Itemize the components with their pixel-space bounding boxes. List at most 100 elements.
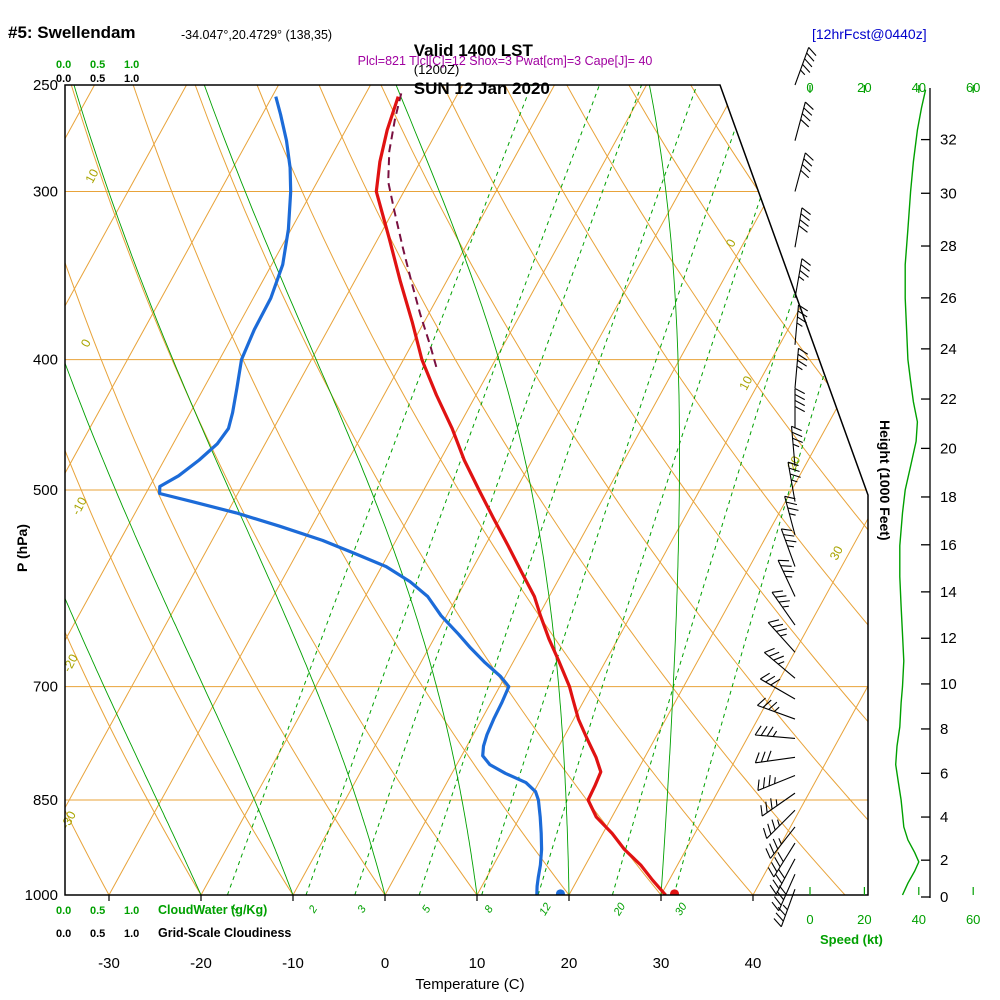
height-tick-label: 0 <box>940 889 948 906</box>
height-tick-label: 24 <box>940 341 957 358</box>
speed-tick-label-top: 20 <box>857 80 871 95</box>
moist-adiabat-line <box>169 85 478 895</box>
dry-adiabat-line <box>586 85 868 895</box>
moist-adiabat-line <box>65 85 294 895</box>
plot-border <box>64 84 869 896</box>
isotherm-label: 0 <box>723 237 739 250</box>
temperature-tick-label: 40 <box>745 955 762 972</box>
height-tick-label: 30 <box>940 185 957 202</box>
cloudiness-scale-top-1: 0.5 <box>90 73 106 85</box>
stability-indices: Plcl=821 Tlcl[C]=12 Shox=3 Pwat[cm]=3 Ca… <box>357 54 653 68</box>
pressure-axis-title: P (hPa) <box>14 524 30 572</box>
height-tick-label: 14 <box>940 584 957 601</box>
isotherm-line <box>0 85 3 895</box>
pressure-tick-label: 700 <box>33 679 58 696</box>
dry-adiabat-line <box>168 85 662 895</box>
valid-date: SUN 12 Jan 2020 <box>413 79 550 98</box>
speed-tick-label-top: 0 <box>806 80 813 95</box>
cloudwater-label: CloudWater (g/Kg) <box>158 903 268 917</box>
speed-tick-label-bottom: 40 <box>912 912 926 927</box>
speed-tick-label-top: 60 <box>966 80 980 95</box>
temperature-tick-label: -30 <box>98 955 120 972</box>
mixing-ratio-label: 3 <box>356 903 370 915</box>
dry-adiabat-line <box>407 85 868 895</box>
cloudiness-scale-bottom-2: 1.0 <box>124 928 140 940</box>
temperature-curve <box>374 96 667 895</box>
moist-adiabat-line <box>65 85 386 895</box>
valid-zulu: (1200Z) <box>413 62 460 77</box>
surface-dewpoint-dot <box>555 889 565 895</box>
speed-tick-label-bottom: 0 <box>806 912 813 927</box>
dry-adiabat-label: -20 <box>60 652 81 675</box>
height-tick-label: 20 <box>940 440 957 457</box>
pressure-tick-labels: 250 300 400 500 700 850 1000 <box>25 77 58 904</box>
temperature-tick-labels: -30 -20 -10 0 10 20 30 40 <box>98 895 761 972</box>
moist-adiabat-line <box>625 85 680 895</box>
pressure-tick-label: 500 <box>33 482 58 499</box>
dry-adiabat-label: -30 <box>58 809 79 832</box>
valid-line: Valid 1400 LST (1200Z) SUN 12 Jan 2020 <box>396 23 550 117</box>
dewpoint-curve <box>158 96 544 895</box>
height-tick-label: 16 <box>940 537 957 554</box>
height-tick-label: 6 <box>940 765 948 782</box>
dry-adiabat-line <box>65 85 294 895</box>
mixing-ratio-line <box>537 85 808 895</box>
height-tick-label: 32 <box>940 132 957 149</box>
height-axis-title: Height (1000 Feet) <box>877 420 893 541</box>
temperature-tick-label: 10 <box>469 955 486 972</box>
isotherm-label: 10 <box>737 374 756 393</box>
cloudwater-scale-bottom-1: 0.5 <box>90 905 106 917</box>
mixing-ratio-line <box>354 85 651 895</box>
background-grid <box>0 10 868 895</box>
pressure-tick-label: 250 <box>33 77 58 94</box>
dry-adiabat-line <box>65 85 478 895</box>
mixing-ratio-line <box>611 85 868 895</box>
cloudwater-scale-bottom-0: 0.0 <box>56 905 72 917</box>
dry-adiabat-line <box>526 85 868 895</box>
dry-adiabat-line <box>0 10 17 895</box>
temperature-tick-label: 20 <box>561 955 578 972</box>
height-tick-label: 4 <box>940 809 948 826</box>
speed-tick-label-bottom: 60 <box>966 912 980 927</box>
pressure-tick-label: 1000 <box>25 887 58 904</box>
cloudiness-scale-top-0: 0.0 <box>56 73 72 85</box>
cloudwater-scale-top-2: 1.0 <box>124 59 140 71</box>
mixing-ratio-label: 12 <box>537 901 554 918</box>
dry-adiabat-line <box>108 85 570 895</box>
height-tick-label: 12 <box>940 630 957 647</box>
mixing-ratio-label: 2 <box>306 904 320 916</box>
height-tick-label: 22 <box>940 391 957 408</box>
speed-tick-label-top: 40 <box>912 80 926 95</box>
cloudwater-scale-top-1: 0.5 <box>90 59 106 71</box>
isotherm-line <box>65 85 187 895</box>
valid-time: Valid 1400 LST <box>413 41 533 60</box>
dry-adiabat-line <box>467 85 868 895</box>
dry-adiabat-line <box>65 85 386 895</box>
wind-barbs <box>754 47 817 928</box>
speed-tick-label-bottom: 20 <box>857 912 871 927</box>
moist-adiabat-line <box>65 85 202 895</box>
pressure-tick-label: 400 <box>33 352 58 369</box>
cloudwater-scale-bottom-2: 1.0 <box>124 905 140 917</box>
mixing-ratio-label: 5 <box>420 903 434 915</box>
temperature-tick-label: 30 <box>653 955 670 972</box>
dry-adiabat-label: 10 <box>83 167 102 186</box>
mixing-ratio-line <box>226 85 542 895</box>
dry-adiabat-line <box>65 85 110 895</box>
pressure-tick-label: 300 <box>33 184 58 201</box>
dry-adiabat-line <box>287 85 846 895</box>
moist-adiabat-line <box>354 85 570 895</box>
mixing-ratio-label: 30 <box>673 900 690 917</box>
cloudwater-scale-top-0: 0.0 <box>56 59 72 71</box>
speed-curve <box>894 89 927 896</box>
temperature-axis-title: Temperature (C) <box>415 976 525 993</box>
isotherm-line <box>660 85 868 895</box>
height-tick-label: 10 <box>940 676 957 693</box>
height-tick-label: 18 <box>940 489 957 506</box>
cloudiness-scale-bottom-0: 0.0 <box>56 928 72 940</box>
height-tick-label: 2 <box>940 852 948 869</box>
